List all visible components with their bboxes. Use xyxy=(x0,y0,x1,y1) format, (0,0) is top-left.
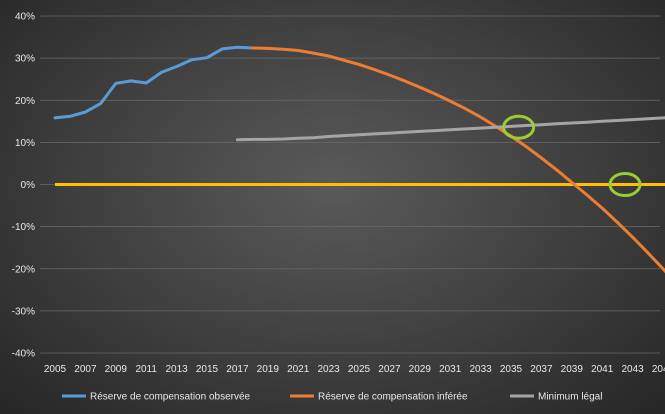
x-tick-label: 2043 xyxy=(621,364,644,375)
x-tick-label: 2007 xyxy=(74,364,97,375)
series-line-3 xyxy=(235,116,665,142)
x-tick-label: 2037 xyxy=(530,364,553,375)
x-tick-label: 2029 xyxy=(409,364,432,375)
x-tick-label: 2045 xyxy=(652,364,665,375)
x-tick-label: 2017 xyxy=(226,364,249,375)
y-tick-label: 0% xyxy=(21,180,36,191)
x-tick-label: 2033 xyxy=(469,364,492,375)
legend-label: Réserve de compensation inférée xyxy=(318,392,468,403)
highlight-ellipse xyxy=(502,114,536,140)
x-tick-label: 2009 xyxy=(105,364,128,375)
y-tick-label: 30% xyxy=(15,54,35,65)
x-tick-label: 2027 xyxy=(378,364,401,375)
series-line-2 xyxy=(251,46,665,274)
x-tick-label: 2021 xyxy=(287,364,310,375)
y-tick-label: 40% xyxy=(15,12,35,23)
x-tick-label: 2039 xyxy=(561,364,584,375)
legend-label: Réserve de compensation observée xyxy=(90,392,251,403)
legend-label: Minimum légal xyxy=(538,392,602,403)
x-tick-label: 2015 xyxy=(196,364,219,375)
x-tick-label: 2031 xyxy=(439,364,462,375)
series-line-1 xyxy=(53,45,255,120)
x-tick-label: 2005 xyxy=(44,364,67,375)
x-tick-label: 2011 xyxy=(135,364,157,375)
x-tick-label: 2041 xyxy=(591,364,614,375)
y-tick-label: 10% xyxy=(15,138,35,149)
x-tick-label: 2023 xyxy=(317,364,340,375)
highlight-ellipse xyxy=(608,172,642,197)
y-tick-label: -20% xyxy=(12,264,35,275)
x-tick-label: 2013 xyxy=(165,364,188,375)
y-tick-label: -40% xyxy=(12,349,35,360)
x-tick-label: 2019 xyxy=(257,364,280,375)
y-tick-label: -30% xyxy=(12,306,35,317)
y-tick-label: -10% xyxy=(12,222,35,233)
y-tick-label: 20% xyxy=(15,96,35,107)
x-tick-label: 2035 xyxy=(500,364,523,375)
x-tick-label: 2025 xyxy=(348,364,371,375)
